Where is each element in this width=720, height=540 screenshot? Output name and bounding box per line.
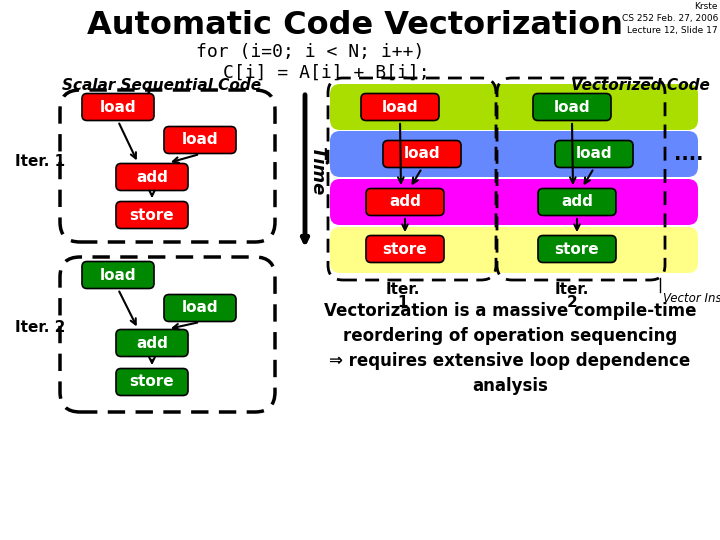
FancyBboxPatch shape [164, 294, 236, 321]
Text: Automatic Code Vectorization: Automatic Code Vectorization [87, 10, 623, 41]
Text: ....: .... [675, 145, 704, 164]
FancyBboxPatch shape [82, 93, 154, 120]
Text: store: store [130, 207, 174, 222]
Text: Scalar Sequential Code: Scalar Sequential Code [62, 78, 261, 93]
Text: load: load [382, 99, 418, 114]
Text: for (i=0; i < N; i++): for (i=0; i < N; i++) [196, 43, 424, 61]
Text: Iter. 1: Iter. 1 [15, 154, 65, 170]
Text: C[i] = A[i] + B[i];: C[i] = A[i] + B[i]; [222, 64, 429, 82]
FancyBboxPatch shape [538, 188, 616, 215]
Text: Iter. 2: Iter. 2 [15, 320, 66, 334]
Text: add: add [561, 194, 593, 210]
FancyBboxPatch shape [538, 235, 616, 262]
FancyBboxPatch shape [361, 93, 439, 120]
Text: Iter.
1: Iter. 1 [386, 282, 420, 310]
Text: load: load [181, 132, 218, 147]
Text: add: add [389, 194, 421, 210]
Text: load: load [99, 99, 136, 114]
Text: store: store [383, 241, 427, 256]
Text: load: load [554, 99, 590, 114]
FancyBboxPatch shape [330, 84, 698, 130]
Text: Krste
CS 252 Feb. 27, 2006
Lecture 12, Slide 17: Krste CS 252 Feb. 27, 2006 Lecture 12, S… [621, 2, 718, 35]
Text: add: add [136, 170, 168, 185]
FancyBboxPatch shape [555, 140, 633, 167]
Text: load: load [99, 267, 136, 282]
Text: Vectorized Code: Vectorized Code [571, 78, 710, 93]
FancyBboxPatch shape [116, 164, 188, 191]
Text: store: store [554, 241, 599, 256]
FancyBboxPatch shape [330, 131, 698, 177]
Text: add: add [136, 335, 168, 350]
FancyBboxPatch shape [116, 329, 188, 356]
FancyBboxPatch shape [330, 227, 698, 273]
FancyBboxPatch shape [383, 140, 461, 167]
FancyBboxPatch shape [366, 235, 444, 262]
FancyBboxPatch shape [330, 179, 698, 225]
FancyBboxPatch shape [164, 126, 236, 153]
Text: load: load [576, 146, 612, 161]
FancyBboxPatch shape [82, 261, 154, 288]
Text: Vector Instruction: Vector Instruction [663, 292, 720, 305]
FancyBboxPatch shape [116, 368, 188, 395]
FancyBboxPatch shape [116, 201, 188, 228]
FancyBboxPatch shape [533, 93, 611, 120]
Text: load: load [404, 146, 441, 161]
Text: load: load [181, 300, 218, 315]
Text: Time: Time [308, 146, 326, 195]
Text: Iter.
2: Iter. 2 [555, 282, 589, 310]
Text: store: store [130, 375, 174, 389]
FancyBboxPatch shape [366, 188, 444, 215]
Text: Vectorization is a massive compile-time
reordering of operation sequencing
⇒ req: Vectorization is a massive compile-time … [324, 302, 696, 395]
